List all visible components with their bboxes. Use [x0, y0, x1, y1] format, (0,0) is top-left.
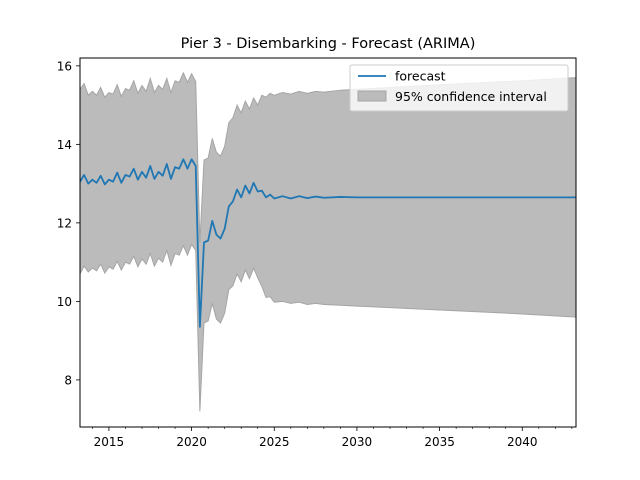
x-tick-label: 2015 — [94, 435, 125, 449]
legend-ci-swatch — [357, 90, 387, 102]
x-tick-label: 2030 — [342, 435, 373, 449]
x-tick-label: 2035 — [424, 435, 455, 449]
axes-frame — [79, 57, 577, 428]
y-axis: 8 10 12 14 16 — [57, 59, 80, 387]
confidence-interval-band — [79, 71, 577, 412]
x-axis: 2015 2020 2025 2030 2035 2040 — [92, 427, 573, 449]
plot-area — [79, 57, 577, 428]
x-tick-label: 2025 — [259, 435, 290, 449]
y-tick-label: 8 — [64, 373, 72, 387]
x-tick-label: 2020 — [176, 435, 207, 449]
y-tick-label: 10 — [57, 295, 72, 309]
x-tick-label: 2040 — [507, 435, 538, 449]
y-tick-label: 14 — [57, 138, 72, 152]
legend-ci-label: 95% confidence interval — [395, 89, 547, 104]
chart-title: Pier 3 - Disembarking - Forecast (ARIMA) — [181, 36, 476, 52]
legend-frame — [349, 64, 569, 112]
y-tick-label: 12 — [57, 216, 72, 230]
series-line-forecast — [79, 158, 576, 328]
legend: forecast 95% confidence interval — [349, 64, 569, 112]
y-tick-label: 16 — [57, 59, 72, 73]
legend-forecast-label: forecast — [395, 69, 446, 84]
